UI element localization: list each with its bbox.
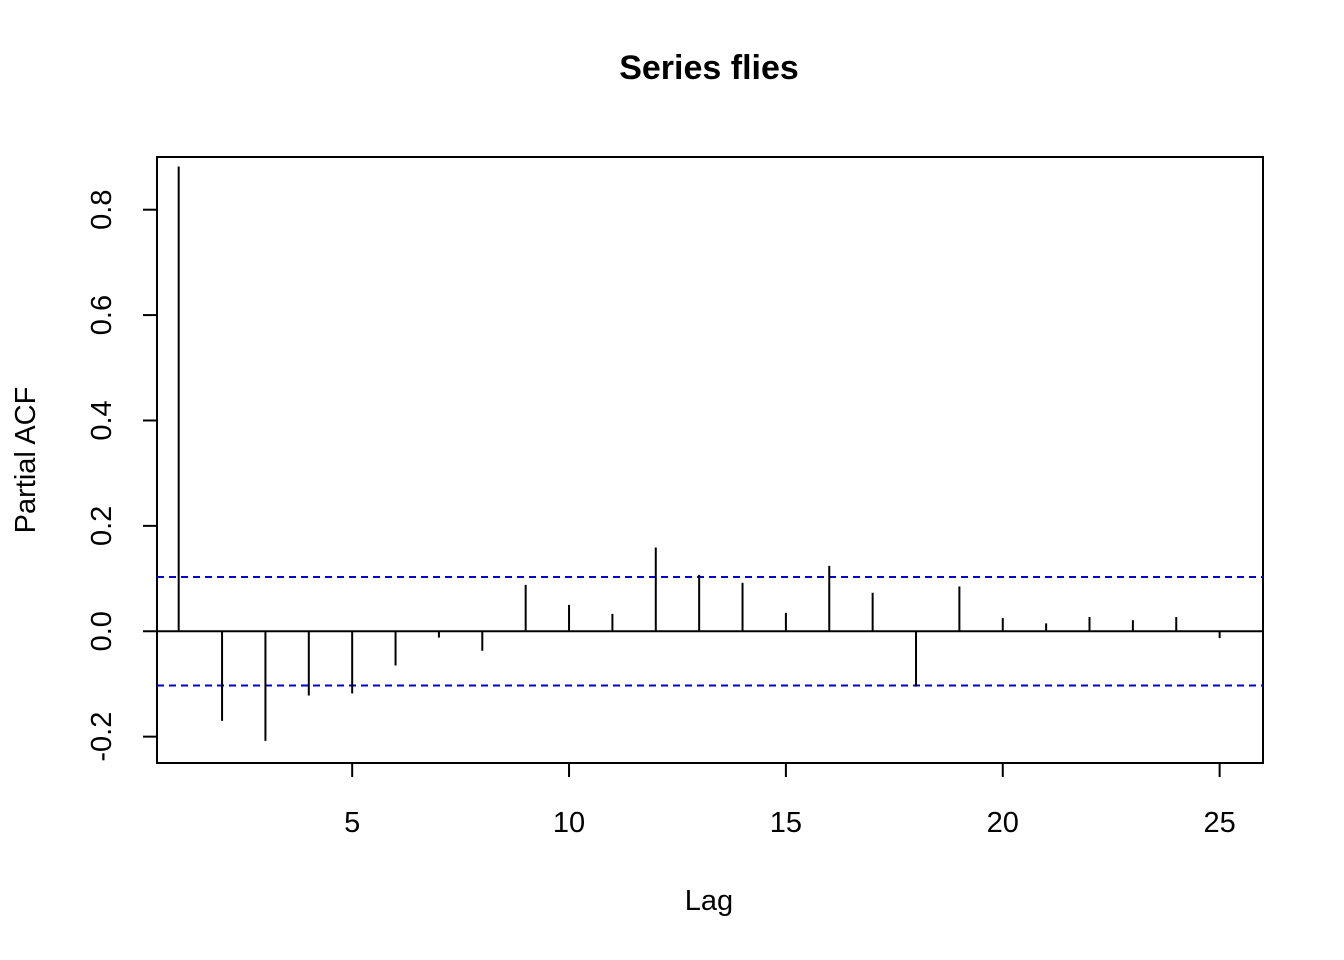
plot-frame	[156, 156, 1264, 764]
y-tick-label-5: 0.8	[86, 190, 118, 230]
x-tick-label-25: 25	[1203, 807, 1235, 839]
x-tick-label-20: 20	[987, 807, 1019, 839]
y-tick-label-4: 0.6	[86, 295, 118, 335]
plot-area: 5 10 15 20 25 -0.2 0.0 0.2 0.4 0.6 0.8	[86, 156, 1264, 839]
y-tick-label-0: -0.2	[86, 712, 118, 762]
y-tick-label-3: 0.4	[86, 400, 118, 440]
chart-title: Series flies	[619, 49, 799, 87]
y-tick-label-2: 0.2	[86, 506, 118, 546]
x-axis-label: Lag	[685, 885, 733, 917]
x-tick-label-5: 5	[344, 807, 360, 839]
x-tick-label-10: 10	[553, 807, 585, 839]
x-tick-label-15: 15	[770, 807, 802, 839]
y-tick-label-1: 0.0	[86, 611, 118, 651]
y-axis-label: Partial ACF	[10, 387, 42, 534]
